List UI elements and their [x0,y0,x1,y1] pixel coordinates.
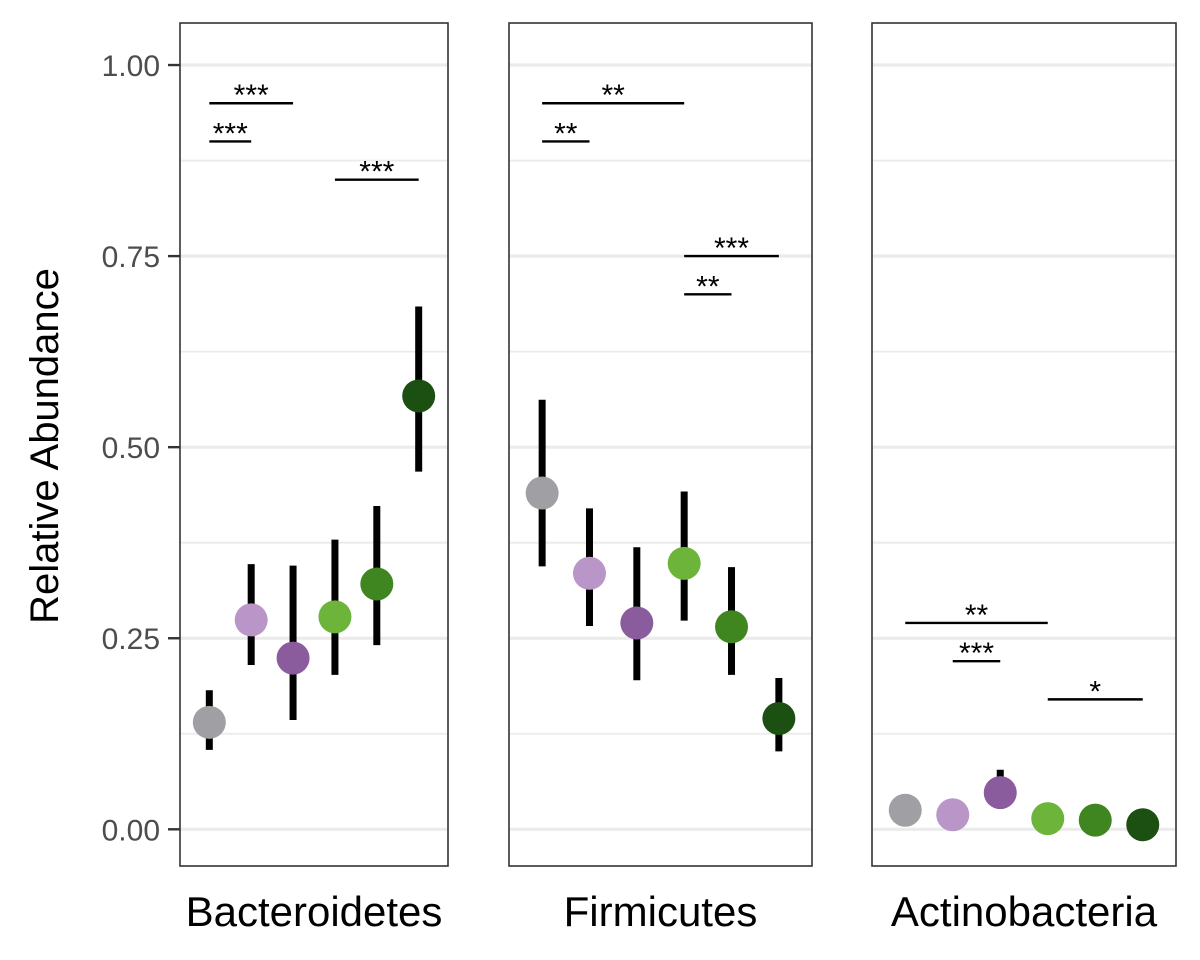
panel-border [508,22,813,867]
data-point [234,603,268,637]
data-point [318,600,352,634]
panel-label: Firmicutes [564,888,758,935]
panel-label: Actinobacteria [891,888,1158,935]
significance-label: *** [359,156,394,189]
y-tick-label: 0.00 [102,814,160,847]
frame-layer: Bacteroidetes Firmicutes Actinobacteria [179,22,1177,935]
panel-background [509,23,812,866]
data-point [762,701,796,735]
data-point [572,556,606,590]
panel-border [871,22,1177,867]
panel-border [179,22,449,867]
significance-label: *** [959,637,994,670]
significance-label: ** [965,599,989,632]
panel-background [872,23,1176,866]
significance-label: ** [601,79,625,112]
y-axis: 0.00 0.25 0.50 0.75 1.00 [102,50,180,847]
panel-label: Bacteroidetes [186,888,443,935]
y-axis-title: Relative Abundance [23,268,67,624]
grid-layer [180,23,1176,866]
significance-label: * [1089,675,1101,708]
y-tick-label: 1.00 [102,50,160,83]
significance-label: ** [696,270,720,303]
data-point [667,546,701,580]
y-tick-label: 0.25 [102,623,160,656]
data-point [192,705,226,739]
significance-label: *** [213,117,248,150]
data-point [276,641,310,675]
point-layer [192,379,1160,842]
data-point [1031,802,1065,836]
data-point [620,606,654,640]
y-tick-label: 0.75 [102,241,160,274]
y-tick-label: 0.50 [102,432,160,465]
significance-label: *** [234,79,269,112]
data-point [983,776,1017,810]
significance-label: ** [554,117,578,150]
data-point [360,567,394,601]
data-point [1078,803,1112,837]
annotation-layer: ************************ [209,79,1143,708]
data-point [936,798,970,832]
significance-label: *** [714,232,749,265]
data-point [888,793,922,827]
data-point [1126,808,1160,842]
data-point [402,379,436,413]
data-point [715,610,749,644]
data-point [525,476,559,510]
